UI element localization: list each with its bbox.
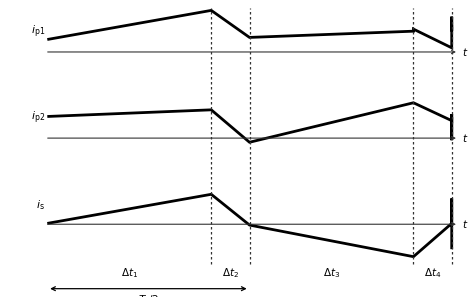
Text: $\Delta t_2$: $\Delta t_2$ xyxy=(222,266,239,280)
Text: $T_{\mathrm{s}}/2$: $T_{\mathrm{s}}/2$ xyxy=(138,293,159,297)
Text: $\Delta t_4$: $\Delta t_4$ xyxy=(424,266,441,280)
Text: $t$: $t$ xyxy=(462,218,469,230)
Text: $i_{\mathrm{s}}$: $i_{\mathrm{s}}$ xyxy=(36,198,45,212)
Text: $i_{\mathrm{p1}}$: $i_{\mathrm{p1}}$ xyxy=(31,23,45,40)
Text: $i_{\mathrm{p2}}$: $i_{\mathrm{p2}}$ xyxy=(31,109,45,126)
Text: $t$: $t$ xyxy=(462,46,469,58)
Text: $t$: $t$ xyxy=(462,132,469,144)
Text: $\Delta t_3$: $\Delta t_3$ xyxy=(323,266,340,280)
Text: $\Delta t_1$: $\Delta t_1$ xyxy=(121,266,138,280)
